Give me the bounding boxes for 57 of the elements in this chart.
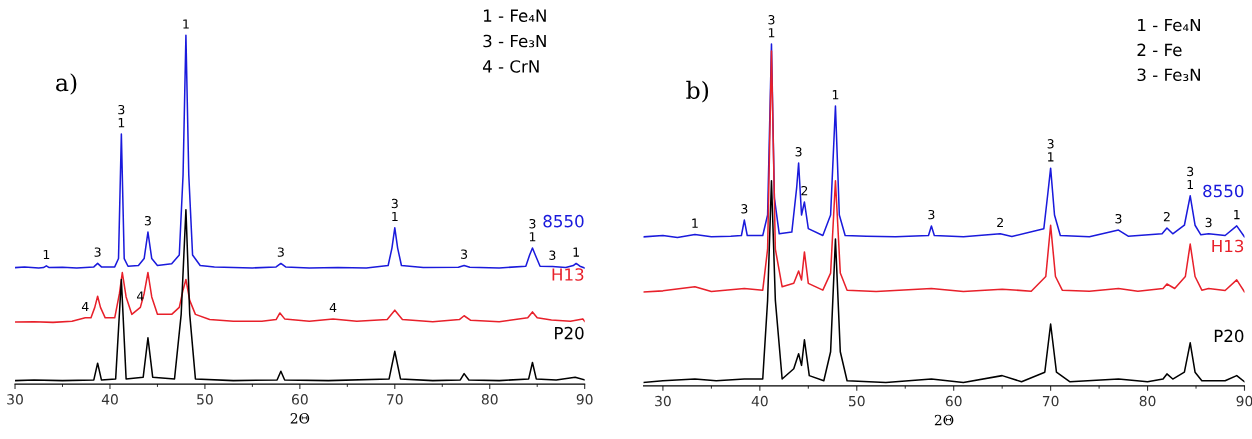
series-label: P20 — [1214, 329, 1244, 343]
annotation: 1 — [692, 218, 698, 228]
x-tick-label: 70 — [1042, 395, 1059, 407]
text: 1 - Fe₄N — [483, 9, 546, 22]
x-tick-label: 60 — [945, 395, 962, 407]
annotation: 2 — [1163, 211, 1170, 222]
annotation: 4 — [81, 301, 89, 312]
annotation: 3 — [1205, 217, 1212, 228]
annotation: 3 — [94, 247, 101, 257]
x-tick-label: 50 — [197, 394, 213, 405]
annotation: 4 — [329, 303, 337, 313]
series-label: 8550 — [1203, 184, 1244, 198]
x-tick-label: 70 — [387, 394, 403, 405]
annotation: 3 - Fe₃N — [1137, 68, 1200, 82]
annotation: 3 — [928, 209, 935, 220]
annotation: 3 - Fe₃N — [483, 34, 546, 48]
series-label: H13 — [1212, 239, 1244, 253]
annotation: 3 — [144, 215, 151, 226]
annotation: 2 - Fe — [1137, 43, 1182, 57]
x-axis-title: 2Θ — [934, 414, 954, 426]
annotation: 1 — [43, 249, 50, 260]
x-tick-label: 30 — [7, 394, 23, 405]
annotation: 3 — [1115, 213, 1122, 224]
annotation: 3 — [795, 146, 802, 157]
text: 1 - Fe₄N — [1138, 18, 1200, 32]
annotation: 3 1 — [391, 198, 398, 222]
x-tick-label: 30 — [655, 395, 671, 407]
annotation: 2 — [997, 217, 1003, 228]
x-tick-label: 50 — [849, 395, 865, 407]
annotation: 3 — [549, 250, 556, 260]
annotation: 3 1 — [1187, 166, 1194, 190]
x-tick-label: 40 — [101, 394, 118, 405]
x-axis-title: 2Θ — [290, 413, 310, 424]
annotation: 3 — [741, 204, 748, 214]
annotation: 1 — [832, 90, 839, 100]
text: a) — [56, 73, 77, 95]
annotation: 3 1 — [118, 104, 125, 128]
annotation: 3 1 — [1047, 139, 1054, 162]
annotation: 3 1 — [529, 218, 536, 242]
x-tick-label: 60 — [291, 394, 308, 405]
x-tick-label: 40 — [751, 395, 768, 407]
series-label: P20 — [555, 326, 584, 340]
annotation: 1 — [183, 19, 189, 29]
text: H13 — [552, 268, 584, 281]
annotation: 2 — [801, 185, 808, 196]
series-label: 8550 — [543, 214, 584, 228]
annotation: 3 — [277, 247, 284, 257]
x-tick-label: 80 — [481, 394, 498, 405]
annotation: 3 1 — [768, 15, 775, 38]
annotation: 1 — [573, 247, 579, 257]
annotation: 1 — [1234, 210, 1240, 220]
annotation: 4 - CrN — [482, 60, 539, 73]
annotation: 3 — [461, 249, 468, 259]
x-tick-label: 90 — [1236, 395, 1252, 407]
x-tick-label: 80 — [1139, 395, 1156, 407]
x-tick-label: 90 — [576, 394, 593, 405]
text: b) — [686, 80, 709, 103]
